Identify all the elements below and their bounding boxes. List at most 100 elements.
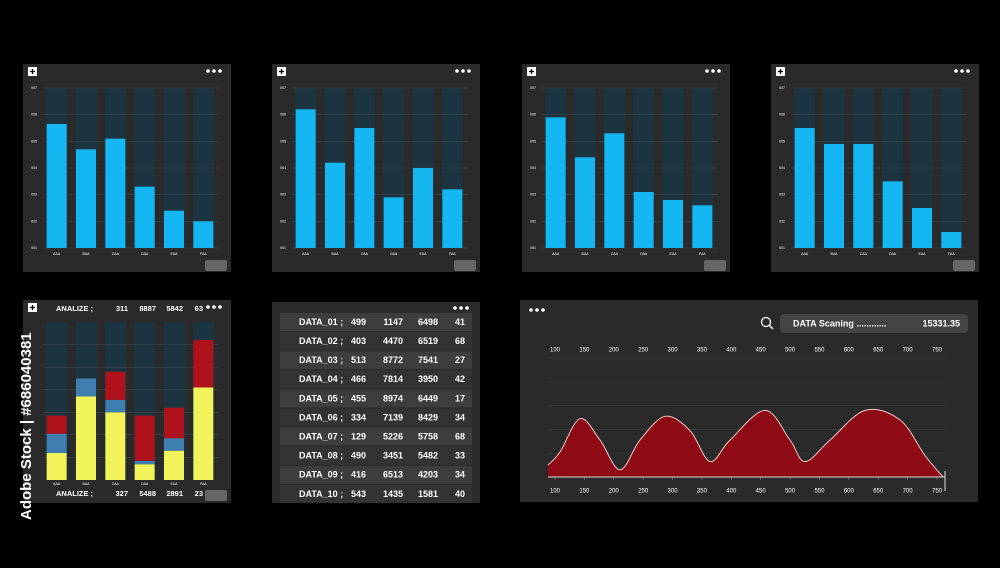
table-cell: 7139 [383, 412, 403, 422]
table-cell: 6513 [383, 470, 403, 480]
table-row [280, 408, 472, 427]
search-icon[interactable] [760, 316, 772, 328]
table-cell: 7814 [383, 374, 403, 384]
bar [692, 205, 713, 248]
toggle-button[interactable] [205, 260, 227, 271]
menu-dot [529, 308, 533, 312]
table-row [280, 427, 472, 446]
x-tick-label: 400 [726, 489, 737, 495]
header-value: 311 [116, 304, 128, 313]
y-tick-label: 002 [280, 219, 286, 223]
x-tick-label: BAA [830, 252, 838, 256]
table-cell: 5482 [418, 451, 438, 461]
toggle-button[interactable] [953, 260, 975, 271]
x-tick-label: CAA [112, 482, 120, 486]
menu-dot [218, 305, 222, 309]
y-tick-label: 001 [779, 246, 785, 250]
header-value: 8887 [139, 304, 156, 313]
header-value: 63 [195, 304, 203, 313]
y-tick-label: 007 [779, 86, 785, 90]
x-tick-label: 200 [609, 489, 620, 495]
table-cell: 543 [351, 489, 366, 499]
x-tick-label: BAA [581, 252, 589, 256]
bar [105, 138, 126, 248]
x-tick-label-top: 500 [785, 348, 796, 354]
table-cell: 490 [351, 451, 366, 461]
bar [633, 192, 654, 248]
bar [912, 208, 932, 248]
toggle-button[interactable] [704, 260, 726, 271]
header-value: 5842 [166, 304, 183, 313]
table-cell: 6519 [418, 336, 438, 346]
toggle-button[interactable] [454, 260, 476, 271]
bar-segment [105, 399, 126, 413]
y-tick-label: 007 [31, 86, 37, 90]
x-tick-label: 150 [579, 489, 590, 495]
table-cell: 403 [351, 336, 366, 346]
bar-segment [193, 340, 214, 388]
footer-value: 5488 [139, 489, 156, 498]
menu-dot [717, 69, 721, 73]
table-cell: 27 [455, 355, 465, 365]
table-row [280, 465, 472, 484]
table-cell: 499 [351, 317, 366, 327]
bar-segment [105, 412, 126, 480]
footer-label: ANALIZE ; [56, 489, 93, 498]
bar-segment [164, 438, 184, 451]
table-cell: 3451 [383, 451, 403, 461]
x-tick-label: 300 [668, 489, 679, 495]
x-tick-label: EAA [419, 252, 427, 256]
x-tick-label: FAA [948, 252, 955, 256]
menu-dot [206, 305, 210, 309]
table-cell: 8772 [383, 355, 403, 365]
bar [325, 162, 345, 248]
bar-segment [134, 464, 155, 480]
y-tick-label: 006 [280, 113, 286, 117]
bar-segment [134, 460, 155, 465]
search-value: 15331.35 [922, 318, 960, 328]
bar-segment [105, 371, 126, 400]
x-tick-label: CAA [112, 252, 120, 256]
area-outline [547, 408, 944, 478]
bar [164, 210, 184, 248]
x-tick-label: BAA [82, 252, 90, 256]
search-icon-handle [768, 324, 774, 330]
search-box[interactable] [780, 314, 968, 333]
table-cell: 6449 [418, 393, 438, 403]
menu-dot [535, 308, 539, 312]
y-tick-label: 005 [280, 139, 286, 143]
table-cell: 455 [351, 393, 366, 403]
menu-dot [966, 69, 970, 73]
table-cell: 68 [455, 336, 465, 346]
bar [794, 128, 815, 248]
bar [442, 189, 463, 248]
bar [824, 144, 844, 248]
x-tick-label: EAA [170, 252, 178, 256]
row-label: DATA_08 ; [299, 451, 343, 461]
row-label: DATA_05 ; [299, 393, 343, 403]
x-tick-label: 550 [814, 489, 825, 495]
table-cell: 466 [351, 374, 366, 384]
x-tick-label-top: 150 [579, 348, 590, 354]
table-cell: 1581 [418, 489, 438, 499]
add-icon-plus [30, 305, 35, 310]
bar [383, 197, 404, 248]
x-tick-label: 500 [785, 489, 796, 495]
table-cell: 1435 [383, 489, 403, 499]
x-tick-label: EAA [918, 252, 926, 256]
y-tick-label: 001 [31, 246, 37, 250]
table-cell: 5758 [418, 431, 438, 441]
menu-dot [453, 306, 457, 310]
x-tick-label: 100 [550, 489, 561, 495]
y-tick-label: 004 [31, 166, 37, 170]
toggle-button[interactable] [205, 490, 227, 501]
menu-dot [206, 69, 210, 73]
x-tick-label-top: 350 [697, 348, 708, 354]
x-tick-label: 750 [932, 489, 943, 495]
header-label: ANALIZE ; [56, 304, 93, 313]
bar [295, 109, 316, 248]
table-cell: 68 [455, 431, 465, 441]
watermark: Adobe Stock | #686040381 [18, 332, 35, 520]
x-tick-label: AAA [801, 252, 809, 256]
x-tick-label: FAA [200, 252, 207, 256]
